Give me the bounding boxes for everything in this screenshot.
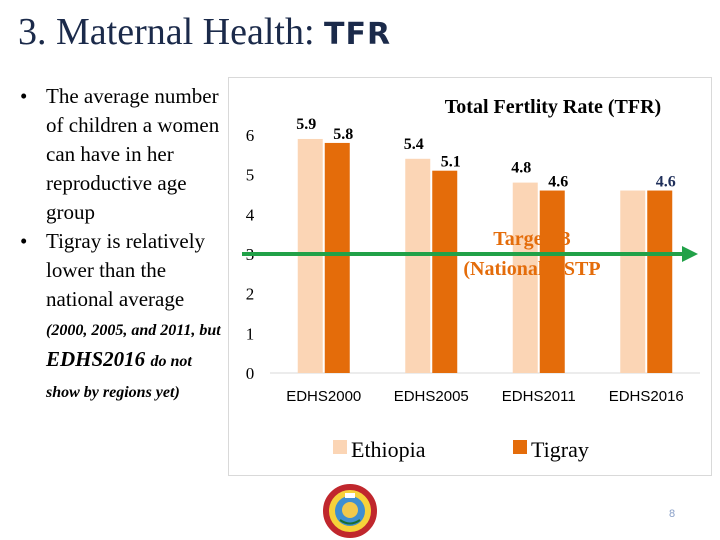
title-main: 3. Maternal Health: [18,11,315,53]
data-label-tigray: 5.1 [441,154,461,171]
x-tick-label: EDHS2011 [502,388,576,405]
x-tick-label: EDHS2005 [394,388,469,405]
y-tick-label: 0 [246,364,255,383]
data-label-tigray: 5.8 [333,126,353,143]
bullet-tigray-text: Tigray is relatively lower than the nati… [46,229,206,311]
data-label-tigray: 4.6 [656,174,676,191]
legend-swatch-ethiopia [333,440,347,454]
bullet-dot-icon: • [20,229,28,253]
bar-tigray-edhs2000 [324,142,350,373]
bullet-tigray-note2: show by regions yet) [46,384,180,401]
bullet-tigray-source: EDHS2016 [46,347,146,371]
data-label-ethiopia: 4.8 [511,160,531,177]
page-number: 8 [669,508,676,520]
emblem-logo-icon [323,484,377,538]
bar-ethiopia-edhs2005 [405,158,431,373]
chart-title: Total Fertlity Rate (TFR) [445,96,661,118]
bar-ethiopia-edhs2011 [512,182,538,373]
x-tick-label: EDHS2016 [609,388,684,405]
bar-tigray-edhs2016 [647,190,673,373]
slide-title: 3. Maternal Health: TFR [18,10,391,54]
target-arrowhead-icon [682,246,698,262]
bar-tigray-edhs2011 [539,190,565,373]
y-tick-label: 5 [246,166,255,185]
y-tick-label: 4 [246,205,255,224]
bar-ethiopia-edhs2016 [620,190,646,373]
bullet-definition: • The average number of children a women… [20,82,228,227]
legend-swatch-tigray [513,440,527,454]
legend-label-tigray: Tigray [531,437,589,462]
bullet-dot-icon: • [20,84,28,108]
bullet-list: • The average number of children a women… [20,82,228,407]
bullet-definition-text: The average number of children a women c… [46,84,220,224]
bullet-tigray-note1: do not [150,353,192,370]
x-tick-label: EDHS2000 [286,388,361,405]
target-label-line1: Target: 3 [493,228,571,250]
y-tick-label: 1 [246,324,255,343]
data-label-ethiopia: 5.4 [404,136,424,153]
bullet-tigray-years: (2000, 2005, and 2011, but [46,322,221,339]
data-label-tigray: 4.6 [548,174,568,191]
bullet-tigray: • Tigray is relatively lower than the na… [20,227,228,407]
y-tick-label: 6 [246,126,255,145]
bar-tigray-edhs2005 [432,170,458,373]
y-tick-label: 2 [246,285,255,304]
target-label-line2: (National HSTP [463,258,600,280]
legend-label-ethiopia: Ethiopia [351,437,426,462]
title-tfr: TFR [324,17,392,52]
data-label-ethiopia: 5.9 [296,116,316,133]
